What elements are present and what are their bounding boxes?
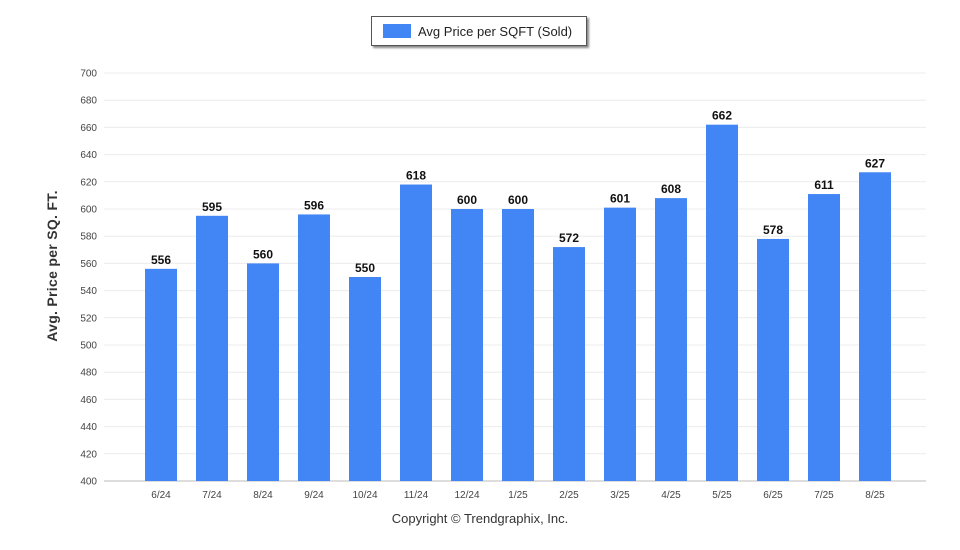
y-tick-label: 700 [80, 69, 97, 80]
data-label: 662 [712, 109, 732, 123]
y-tick-label: 640 [80, 150, 97, 161]
data-label: 600 [508, 193, 528, 207]
data-label: 560 [253, 247, 273, 261]
y-tick-label: 400 [80, 477, 97, 488]
bar [145, 268, 177, 481]
data-label: 595 [202, 200, 222, 214]
y-tick-label: 620 [80, 177, 97, 188]
bar [400, 184, 432, 481]
data-label: 608 [661, 182, 681, 196]
y-tick-label: 420 [80, 449, 97, 460]
data-label: 572 [559, 231, 579, 245]
bar [502, 209, 534, 481]
y-tick-label: 500 [80, 341, 97, 352]
x-tick-label: 7/24 [202, 490, 222, 501]
x-tick-label: 5/25 [712, 490, 732, 501]
bar [451, 209, 483, 481]
data-label: 627 [865, 156, 885, 170]
data-label: 578 [763, 223, 783, 237]
legend-label: Avg Price per SQFT (Sold) [418, 23, 573, 39]
y-tick-label: 460 [80, 395, 97, 406]
y-tick-label: 440 [80, 422, 97, 433]
x-tick-label: 3/25 [610, 490, 630, 501]
x-tick-label: 6/24 [151, 490, 171, 501]
legend: Avg Price per SQFT (Sold) [371, 16, 587, 46]
y-tick-label: 540 [80, 286, 97, 297]
y-tick-label: 560 [80, 259, 97, 270]
data-label: 556 [151, 253, 171, 267]
x-tick-label: 9/24 [304, 490, 324, 501]
y-tick-label: 520 [80, 313, 97, 324]
bar [247, 263, 279, 481]
x-tick-label: 6/25 [763, 490, 783, 501]
y-tick-label: 480 [80, 368, 97, 379]
legend-swatch [383, 24, 411, 38]
data-label: 618 [406, 169, 426, 183]
data-label: 601 [610, 192, 630, 206]
bar [859, 172, 891, 481]
bar [349, 277, 381, 481]
bar [196, 215, 228, 482]
x-tick-label: 7/25 [814, 490, 834, 501]
bar [808, 194, 840, 482]
bar [298, 214, 330, 481]
x-tick-label: 8/24 [253, 490, 273, 501]
data-label: 550 [355, 261, 375, 275]
bar [604, 207, 636, 481]
bar [655, 198, 687, 481]
x-tick-label: 10/24 [352, 490, 377, 501]
bar [706, 124, 738, 482]
y-tick-label: 580 [80, 232, 97, 243]
x-tick-label: 8/25 [865, 490, 885, 501]
y-tick-label: 660 [80, 123, 97, 134]
data-label: 596 [304, 198, 324, 212]
x-tick-label: 4/25 [661, 490, 681, 501]
y-tick-label: 680 [80, 96, 97, 107]
bar [553, 247, 585, 481]
data-label: 600 [457, 193, 477, 207]
y-tick-label: 600 [80, 205, 97, 216]
copyright-footer: Copyright © Trendgraphix, Inc. [391, 511, 569, 526]
x-tick-label: 11/24 [404, 490, 429, 501]
bar [757, 238, 789, 481]
data-label: 611 [814, 178, 834, 192]
x-tick-label: 2/25 [559, 490, 579, 501]
x-tick-label: 1/25 [508, 490, 528, 501]
x-tick-label: 12/24 [454, 490, 479, 501]
